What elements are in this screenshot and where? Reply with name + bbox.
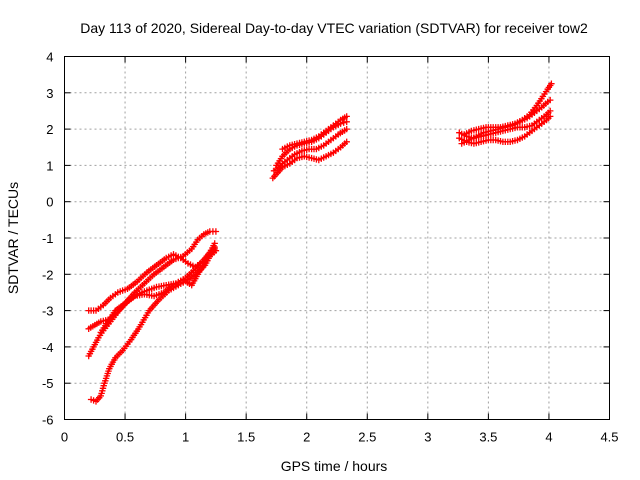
- data-point: [547, 113, 554, 120]
- y-tick-label: -4: [42, 340, 54, 355]
- data-point: [547, 96, 554, 104]
- x-tick-label: 1.5: [237, 430, 255, 445]
- grid: [64, 56, 610, 420]
- x-tick-label: 0: [61, 430, 68, 445]
- x-tick-label: 1: [182, 430, 189, 445]
- series-line: [100, 230, 216, 333]
- data-point: [343, 125, 350, 133]
- series-pass-3-trace-a: [456, 113, 554, 147]
- x-tick-label: 4: [545, 430, 552, 445]
- chart-title: Day 113 of 2020, Sidereal Day-to-day VTE…: [80, 20, 588, 36]
- y-axis-label: SDTVAR / TECUs: [5, 182, 21, 294]
- y-tick-label: 1: [46, 158, 53, 173]
- series-pass-3-trace-d: [461, 80, 555, 138]
- series-pass-2-trace-b: [270, 125, 350, 174]
- series-pass-1-trace-e: [97, 228, 220, 336]
- x-tick-label: 3.5: [479, 430, 497, 445]
- x-tick-label: 3: [424, 430, 431, 445]
- x-tick-label: 4.5: [600, 430, 618, 445]
- data-point: [212, 228, 220, 235]
- y-tick-label: -1: [42, 231, 54, 246]
- data-point: [343, 113, 350, 120]
- tick-layer: 0 0.5 1 1.5 2 2.5 3 3.5 4 4.5 4 3 2 1 0 -1 -2 -3 -4 -5 -6: [42, 50, 619, 445]
- data-point: [548, 80, 555, 87]
- series-pass-1-trace-d: [85, 245, 218, 314]
- data-point: [343, 118, 350, 125]
- y-tick-label: 3: [46, 86, 53, 101]
- y-tick-label: 0: [46, 195, 53, 210]
- x-axis-label: GPS time / hours: [281, 458, 388, 474]
- data-point: [343, 138, 350, 145]
- x-tick-label: 0.5: [116, 430, 134, 445]
- y-tick-label: -5: [42, 376, 54, 391]
- data-point: [211, 245, 218, 253]
- data-point: [211, 240, 218, 247]
- x-tick-label: 2: [303, 430, 310, 445]
- y-tick-label: -3: [42, 304, 54, 319]
- y-tick-label: -6: [42, 413, 54, 428]
- y-tick-label: -2: [42, 267, 54, 282]
- series-pass-2-trace-d: [279, 113, 350, 153]
- y-tick-label: 2: [46, 122, 53, 137]
- series-layer: [85, 80, 555, 405]
- x-tick-label: 2.5: [358, 430, 376, 445]
- data-point: [547, 107, 554, 115]
- y-tick-label: 4: [46, 50, 53, 65]
- series-pass-1-trace-b: [85, 240, 218, 360]
